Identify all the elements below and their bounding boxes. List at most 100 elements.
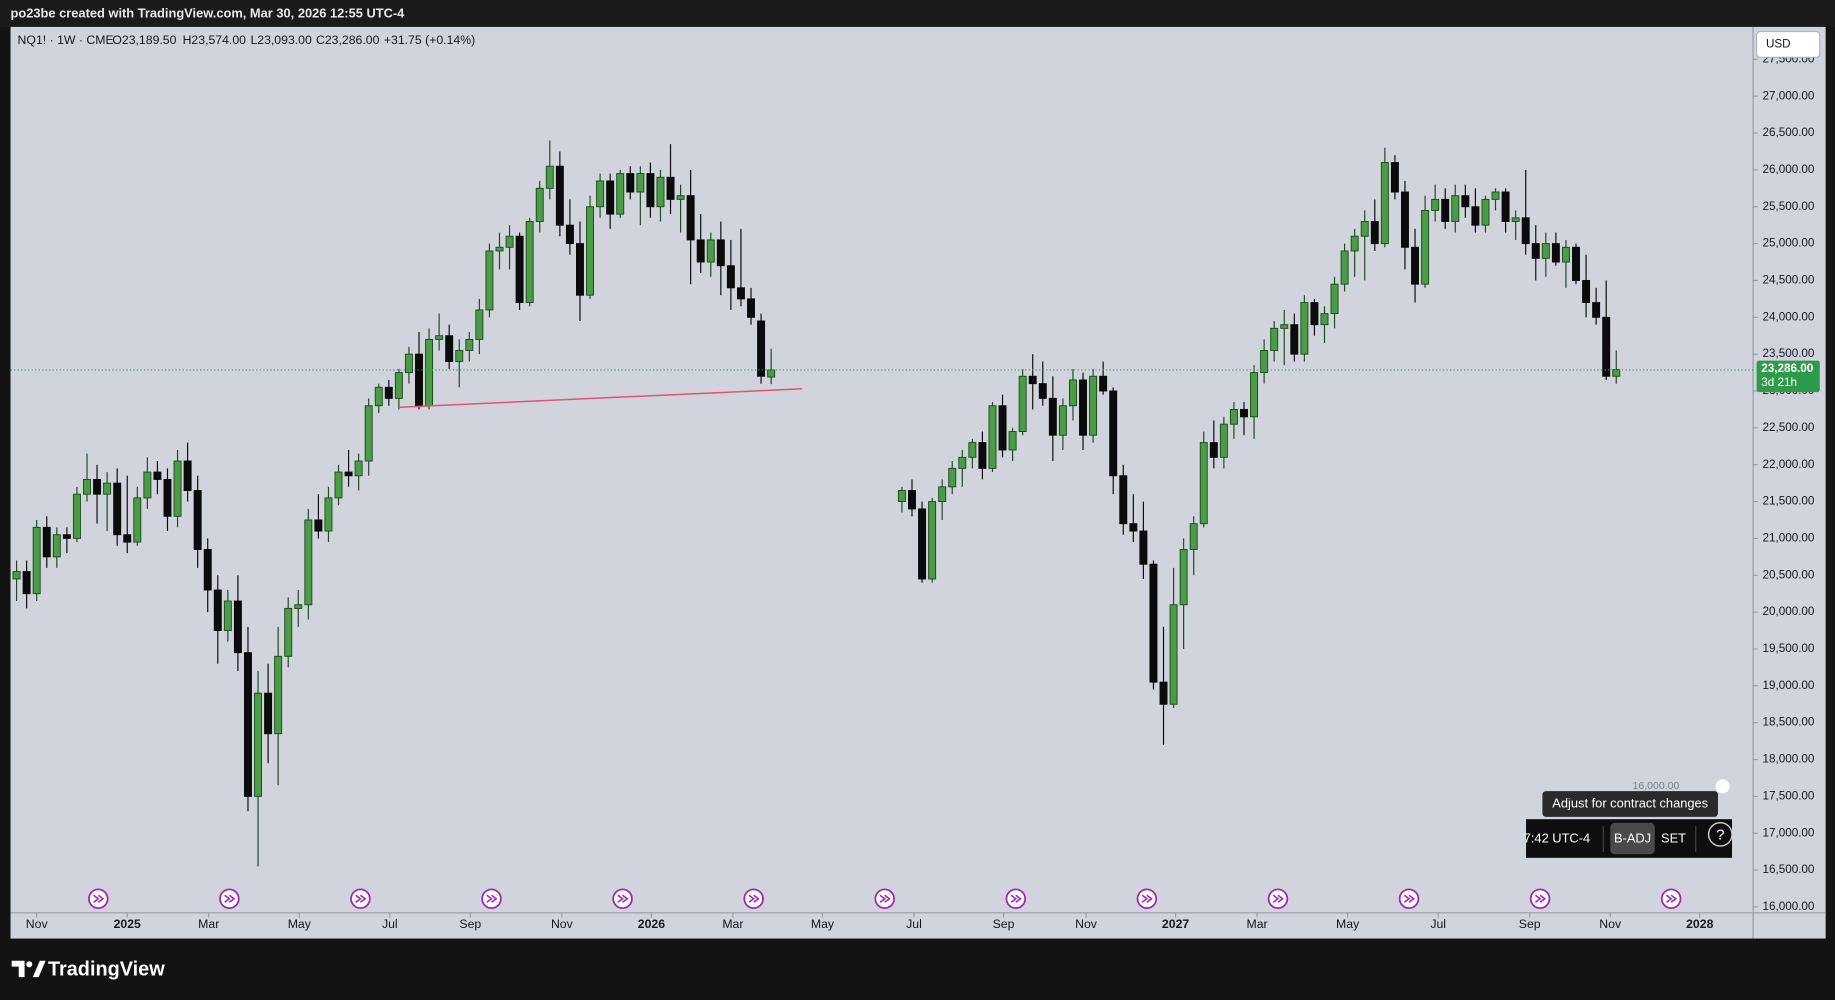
brand: TradingView [11,958,165,980]
y-tick-label: 16,500.00 [1762,863,1814,876]
y-tick-label: 22,000.00 [1762,458,1814,471]
candle-body [334,471,343,499]
candle-body [223,600,232,632]
candle-body [72,493,81,539]
candle-body [153,471,162,480]
candle-body [1089,375,1098,436]
candle-body [1400,191,1409,248]
x-tick-label: Nov [1075,917,1098,931]
y-tick-label: 26,000.00 [1762,163,1814,176]
y-tick-label: 20,500.00 [1762,568,1814,581]
candle-body [1300,302,1309,355]
candle-body [133,497,142,543]
candle-body [686,195,695,241]
x-tick-label: Jul [1430,917,1446,931]
x-tick-label: 2025 [114,917,141,931]
candle-body [586,206,595,296]
candle-body [103,482,112,495]
candle-body [1481,198,1490,226]
candle-body [555,165,564,226]
top-bar [0,0,1835,27]
candle-body [747,298,755,318]
candle-body [1129,523,1138,532]
candle-body [646,173,655,208]
y-tick-label: 18,000.00 [1762,753,1814,766]
candle-body [1068,379,1077,407]
y-tick-label: 26,500.00 [1762,126,1814,139]
candle-body [93,478,102,495]
candle-body [354,460,363,477]
candle-body [505,235,514,248]
candle-body [495,246,504,252]
candle-body [485,250,494,311]
candle-body [576,243,584,296]
candle-body [304,519,313,606]
candle-body [1109,390,1118,477]
candle-body [918,508,927,580]
faint-text: 16,000.00 [1633,780,1680,792]
currency-box[interactable] [1756,31,1821,58]
candle-body [1099,375,1108,392]
candle-body [465,338,474,351]
candle-body [626,173,635,193]
x-tick-label: Mar [722,917,743,931]
candle-body [525,221,534,304]
y-tick-label: 19,000.00 [1762,679,1814,692]
candle-body [1612,369,1621,377]
y-tick-label: 21,000.00 [1762,532,1814,545]
candle-body [314,519,323,532]
candle-body [1451,195,1460,222]
candle-body [1290,324,1299,355]
candle-body [1531,243,1540,259]
x-tick-label: May [288,917,312,931]
candle-body [475,309,484,340]
set-label[interactable]: SET [1661,830,1686,845]
candle-body [1491,191,1500,200]
candle-body [1028,375,1037,385]
candle-body [445,335,454,362]
candle-body [1501,191,1510,222]
handle [1715,779,1730,794]
candle-body [1390,162,1399,193]
candle-body [284,607,293,657]
candle-body [425,338,434,407]
candle-body [1079,379,1088,436]
currency: USD [1766,38,1791,51]
x-tick-label: Nov [1599,917,1622,931]
candle-body [1018,375,1027,433]
candle-body [12,571,21,580]
candle-body [163,478,172,517]
candle-body [1511,217,1520,222]
x-tick-label: 2026 [638,917,665,931]
tooltip [1542,791,1718,817]
candle-body [1431,198,1440,211]
candle-body [928,501,937,580]
candle-body [1260,350,1269,374]
candle-body [193,490,202,550]
candle-body [1582,279,1591,304]
candle-body [1229,408,1238,425]
candle-body [243,652,252,797]
candle-body [435,335,444,340]
trendline [399,388,803,408]
candle-body [515,235,524,304]
candle-body [42,526,51,558]
help-button[interactable] [1707,822,1733,847]
candle-body [1370,221,1379,245]
x-tick-label: Sep [993,917,1015,931]
badj-button[interactable] [1610,822,1655,855]
candle-body [404,353,413,374]
y-tick-label: 25,500.00 [1762,200,1814,213]
candle-body [1240,408,1248,418]
event-icon [93,894,105,903]
candle-body [415,353,423,407]
candle-body [676,195,685,200]
ohlc-high: H23,574.00 [183,33,247,47]
candle-body [545,165,554,189]
candle-body [565,224,574,245]
candle-body [1602,316,1611,377]
candle-body [384,386,393,399]
candle-body [1592,302,1601,318]
candle-body [173,460,182,517]
candle-body [1471,206,1480,226]
